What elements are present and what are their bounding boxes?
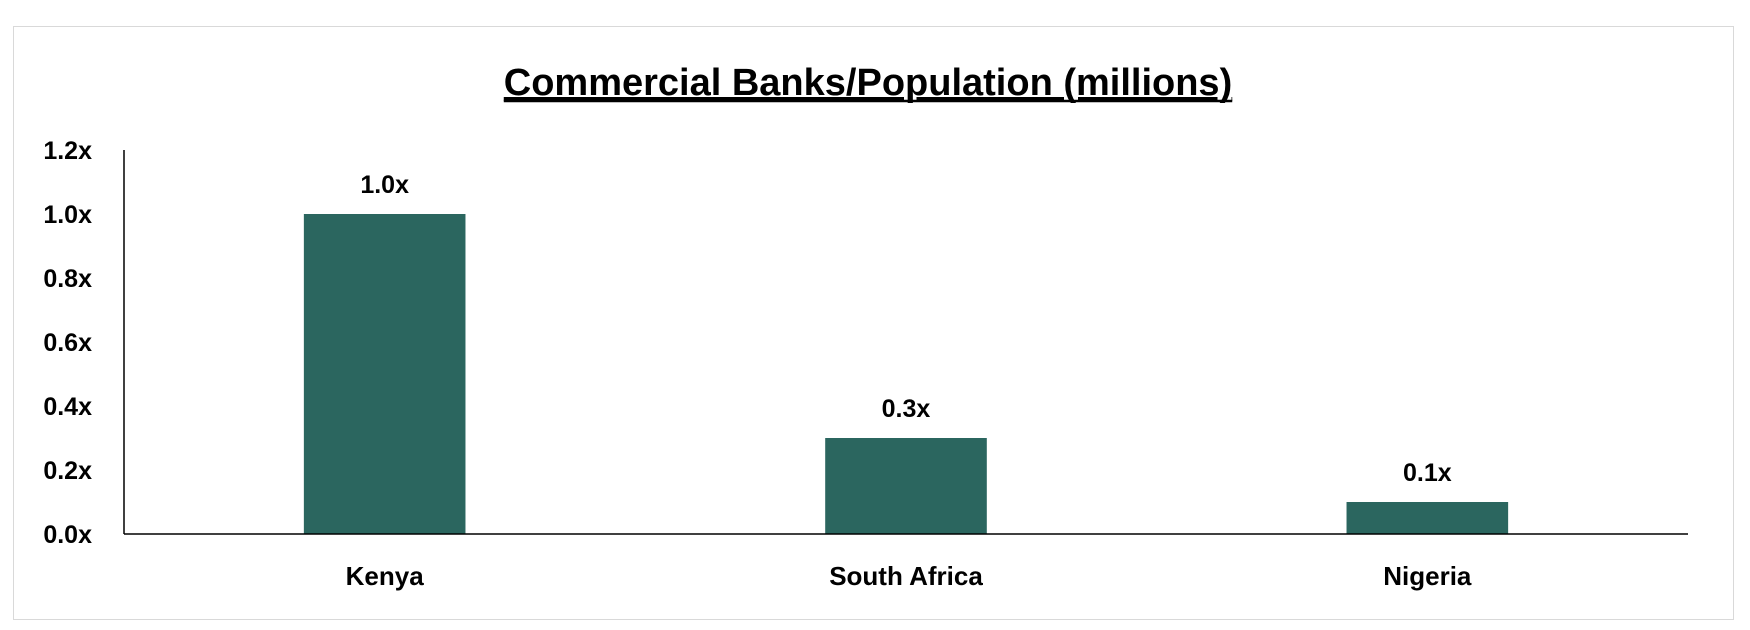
y-tick-label: 0.0x	[43, 521, 92, 549]
y-tick-label: 0.8x	[43, 265, 92, 293]
y-tick-label: 0.2x	[43, 457, 92, 485]
bar	[825, 438, 987, 534]
y-tick-label: 1.0x	[43, 201, 92, 229]
x-axis-category-labels: Kenya South Africa Nigeria	[346, 561, 1472, 591]
y-axis-tick-labels: 0.0x 0.2x 0.4x 0.6x 0.8x 1.0x 1.2x	[43, 137, 92, 549]
bar	[1346, 502, 1509, 534]
data-labels: 1.0x 0.3x 0.1x	[360, 171, 1451, 487]
data-label: 0.1x	[1403, 459, 1452, 487]
x-tick-label: Nigeria	[1383, 561, 1472, 591]
bar	[303, 214, 466, 534]
bars	[303, 214, 1509, 534]
data-label: 0.3x	[882, 395, 931, 423]
data-label: 1.0x	[360, 171, 409, 199]
chart-title: Commercial Banks/Population (millions)	[504, 62, 1232, 104]
y-tick-label: 1.2x	[43, 137, 92, 165]
y-tick-label: 0.4x	[43, 393, 92, 421]
x-tick-label: Kenya	[346, 561, 425, 591]
x-tick-label: South Africa	[829, 561, 983, 591]
y-tick-label: 0.6x	[43, 329, 92, 357]
